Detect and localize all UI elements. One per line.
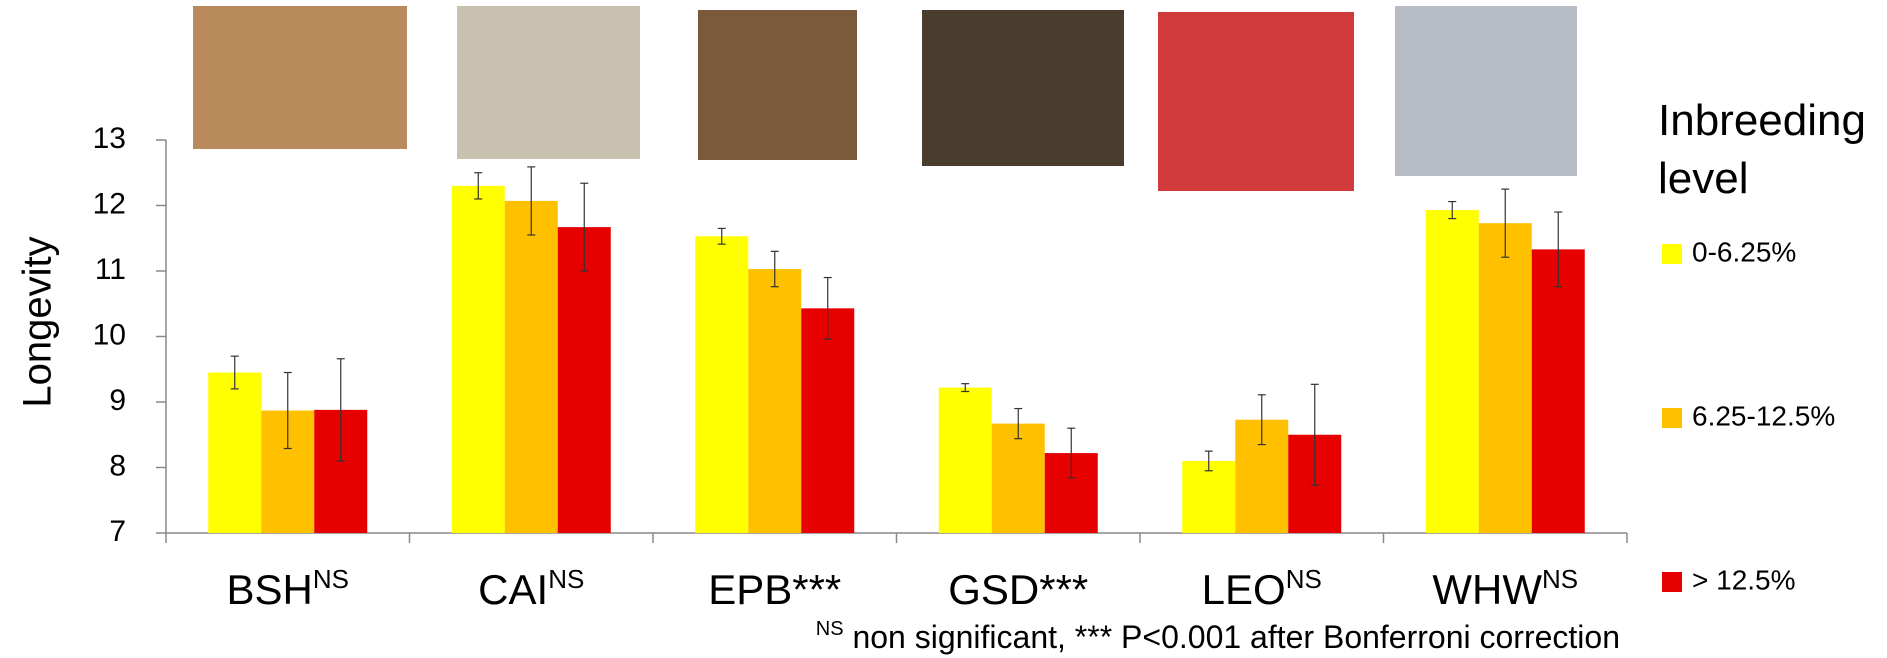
y-tick-label: 11 (95, 253, 126, 286)
x-tick-label: CAINS (478, 564, 584, 613)
category-name: GSD*** (948, 566, 1088, 613)
photo-whw (1395, 6, 1577, 176)
photo-cai (457, 6, 640, 159)
bar (1426, 210, 1479, 533)
bar (801, 308, 854, 533)
footnote: NS non significant, *** P<0.001 after Bo… (816, 618, 1620, 655)
bar (992, 424, 1045, 533)
bar (452, 186, 505, 533)
legend-label: 6.25-12.5% (1692, 400, 1835, 431)
bar (939, 388, 992, 533)
x-tick-label: BSHNS (227, 564, 349, 613)
bar (695, 236, 748, 533)
photo-leo (1158, 12, 1354, 191)
chart: Longevity NS non significant, *** P<0.00… (0, 0, 1887, 658)
y-tick-label: 9 (109, 384, 126, 417)
x-tick-label: EPB*** (708, 566, 841, 613)
legend-label: > 12.5% (1692, 564, 1796, 595)
category-superscript: NS (1286, 564, 1322, 594)
bar (505, 201, 558, 533)
legend-swatch (1662, 244, 1682, 264)
bar (1479, 223, 1532, 533)
legend-swatch (1662, 572, 1682, 592)
legend-label: 0-6.25% (1692, 236, 1796, 267)
y-axis-label: Longevity (16, 236, 60, 407)
bar (748, 269, 801, 533)
bar (1182, 461, 1235, 533)
legend-swatch (1662, 408, 1682, 428)
category-name: CAI (478, 566, 548, 613)
y-tick-label: 7 (109, 515, 126, 548)
category-superscript: NS (313, 564, 349, 594)
bar (558, 227, 611, 533)
photo-bsh (193, 6, 407, 149)
footnote-text: non significant, *** P<0.001 after Bonfe… (844, 619, 1620, 655)
bar (1532, 249, 1585, 533)
bar (208, 373, 261, 533)
category-name: BSH (227, 566, 313, 613)
photo-epb (698, 10, 857, 160)
photos (193, 6, 1577, 191)
category-name: LEO (1202, 566, 1286, 613)
y-tick-label: 13 (93, 122, 126, 155)
y-tick-label: 8 (109, 449, 126, 482)
x-tick-label: LEONS (1202, 564, 1322, 613)
page: Longevity NS non significant, *** P<0.00… (0, 0, 1887, 658)
y-tick-label: 10 (93, 318, 126, 351)
category-name: EPB*** (708, 566, 841, 613)
x-tick-label: GSD*** (948, 566, 1088, 613)
photo-gsd (922, 10, 1124, 166)
footnote-marker: NS (816, 618, 844, 640)
legend-title: Inbreeding level (1658, 92, 1882, 208)
category-superscript: NS (548, 564, 584, 594)
category-superscript: NS (1542, 564, 1578, 594)
category-name: WHW (1432, 566, 1542, 613)
x-tick-label: WHWNS (1432, 564, 1578, 613)
y-tick-label: 12 (93, 187, 126, 220)
